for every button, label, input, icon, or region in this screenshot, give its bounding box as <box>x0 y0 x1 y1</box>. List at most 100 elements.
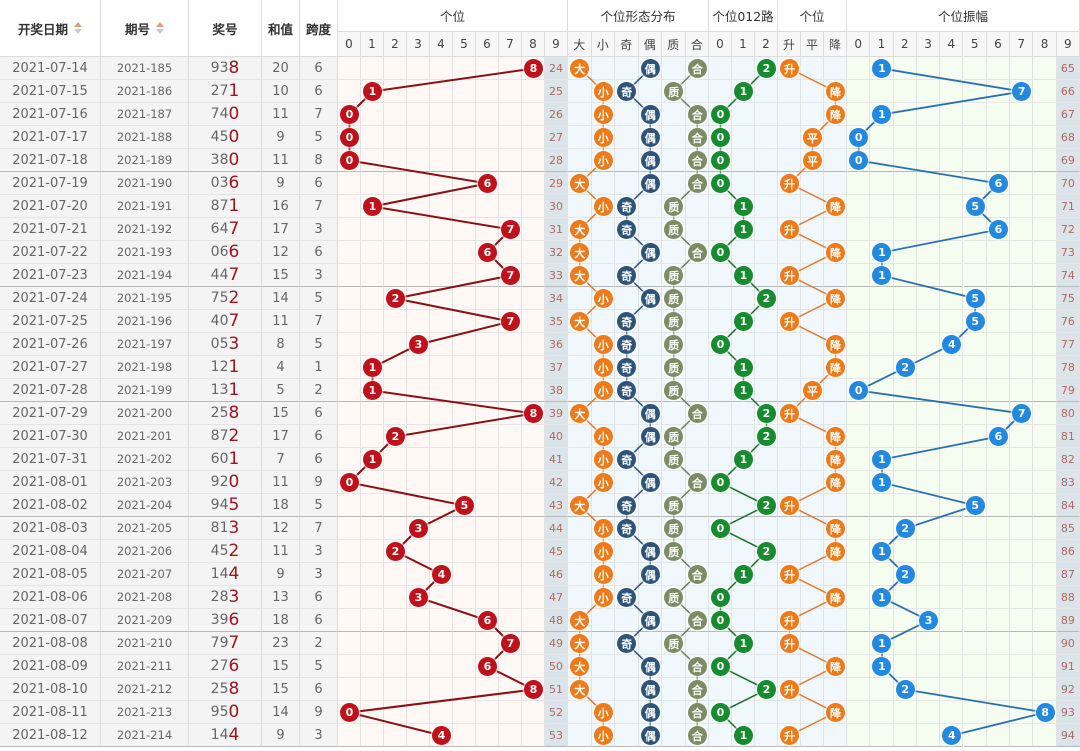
sort-icon[interactable] <box>156 22 164 34</box>
road-cell-0 <box>709 264 732 287</box>
ones-cell-3 <box>407 448 430 471</box>
amp-cell-3 <box>916 264 941 287</box>
form-cell-4 <box>662 402 686 425</box>
amp-cell-5 <box>963 586 987 609</box>
amp-cell-1 <box>870 517 894 540</box>
form-cell-4 <box>662 149 686 172</box>
ones-cell-1 <box>361 402 384 425</box>
amp-cell-5 <box>963 678 987 701</box>
amp-cell-7 <box>1010 379 1034 402</box>
trend-ball: 升 <box>780 611 799 630</box>
span-cell: 7 <box>300 310 338 333</box>
amp-cell-7 <box>1010 540 1034 563</box>
number-ones-digit: 3 <box>228 518 240 538</box>
date-cell: 2021-07-24 <box>0 287 101 310</box>
header-date[interactable]: 开奖日期 <box>0 0 101 57</box>
ones-cell-4 <box>430 195 453 218</box>
ones-cell-1 <box>361 701 384 724</box>
amp-cell-7 <box>1010 310 1034 333</box>
amp-cell-5 <box>963 425 987 448</box>
number-cell: 27 1 <box>189 80 262 103</box>
sum-cell: 18 <box>262 494 300 517</box>
ones-cell-3 <box>407 701 430 724</box>
amp-cell-3 <box>916 310 941 333</box>
ones-cell-4 <box>430 655 453 678</box>
road-cell-2 <box>755 218 778 241</box>
prime-ball: 合 <box>687 151 707 170</box>
sum-cell: 5 <box>262 379 300 402</box>
form-cell-0 <box>568 701 592 724</box>
size-ball: 小 <box>593 358 613 377</box>
number-cell: 39 6 <box>189 609 262 632</box>
ones-cell-3 <box>407 57 430 80</box>
ones-cell-5 <box>453 149 476 172</box>
ones-ball: 0 <box>340 128 359 147</box>
trend-cell-2 <box>824 494 847 517</box>
road-ball: 2 <box>757 59 776 78</box>
ones-cell-0 <box>338 517 361 540</box>
amp-cell-0 <box>847 425 871 448</box>
amp-cell-1 <box>870 126 894 149</box>
amp-ball: 6 <box>988 427 1008 446</box>
sort-icon[interactable] <box>74 22 82 34</box>
trend-cell-1 <box>801 563 824 586</box>
amp-cell-8 <box>1033 126 1057 149</box>
road-cell-2 <box>755 632 778 655</box>
date-cell: 2021-07-22 <box>0 241 101 264</box>
ones-cell-3 <box>407 379 430 402</box>
issue-cell: 2021-186 <box>101 80 189 103</box>
ones-cell-6 <box>476 287 499 310</box>
road-cell-1 <box>732 655 755 678</box>
road-cell-1 <box>732 287 755 310</box>
ones-cell-8 <box>522 517 545 540</box>
form-cell-1 <box>591 678 615 701</box>
amp-ball: 2 <box>895 358 915 377</box>
trend-cell-1 <box>801 678 824 701</box>
amp-cell-6 <box>986 701 1011 724</box>
ones-cell-3 <box>407 126 430 149</box>
amp-cell-0 <box>847 172 871 195</box>
subheader-form-4: 质 <box>662 32 686 57</box>
ones-cell-5 <box>453 126 476 149</box>
header-trend-group: 个位 <box>778 0 847 32</box>
ones-cell-2 <box>384 678 407 701</box>
amp-cell-0 <box>847 218 871 241</box>
span-cell: 7 <box>300 103 338 126</box>
trend-ball: 平 <box>803 128 822 147</box>
ones-cell-1 <box>361 586 384 609</box>
road-cell-0 <box>709 678 732 701</box>
form-cell-1 <box>591 218 615 241</box>
issue-cell: 2021-209 <box>101 609 189 632</box>
amp-cell-9: 75 <box>1056 287 1080 310</box>
trend-ball: 降 <box>826 243 845 262</box>
number-cell: 75 2 <box>189 287 262 310</box>
ones-cell-7 <box>499 678 522 701</box>
span-cell: 6 <box>300 241 338 264</box>
date-cell: 2021-08-12 <box>0 724 101 747</box>
road-cell-1 <box>732 471 755 494</box>
form-cell-1 <box>591 310 615 333</box>
amp-cell-3 <box>916 563 941 586</box>
prime-ball: 合 <box>687 726 707 745</box>
amp-cell-5 <box>963 80 987 103</box>
form-cell-2 <box>615 149 639 172</box>
ones-cell-6 <box>476 126 499 149</box>
amp-ball: 0 <box>849 151 869 170</box>
trend-cell-2 <box>824 379 847 402</box>
trend-ball: 平 <box>803 151 822 170</box>
number-prefix: 25 <box>210 681 229 697</box>
ones-cell-3 <box>407 632 430 655</box>
amp-cell-2 <box>893 609 917 632</box>
header-issue[interactable]: 期号 <box>101 0 189 57</box>
amp-cell-4 <box>940 287 964 310</box>
amp-cell-7 <box>1010 287 1034 310</box>
road-cell-2 <box>755 149 778 172</box>
amp-cell-1 <box>870 218 894 241</box>
form-cell-3 <box>638 632 662 655</box>
form-cell-0 <box>568 80 592 103</box>
ones-cell-4 <box>430 448 453 471</box>
number-cell: 60 1 <box>189 448 262 471</box>
ones-cell-4 <box>430 172 453 195</box>
road-cell-2 <box>755 356 778 379</box>
ones-cell-4 <box>430 287 453 310</box>
